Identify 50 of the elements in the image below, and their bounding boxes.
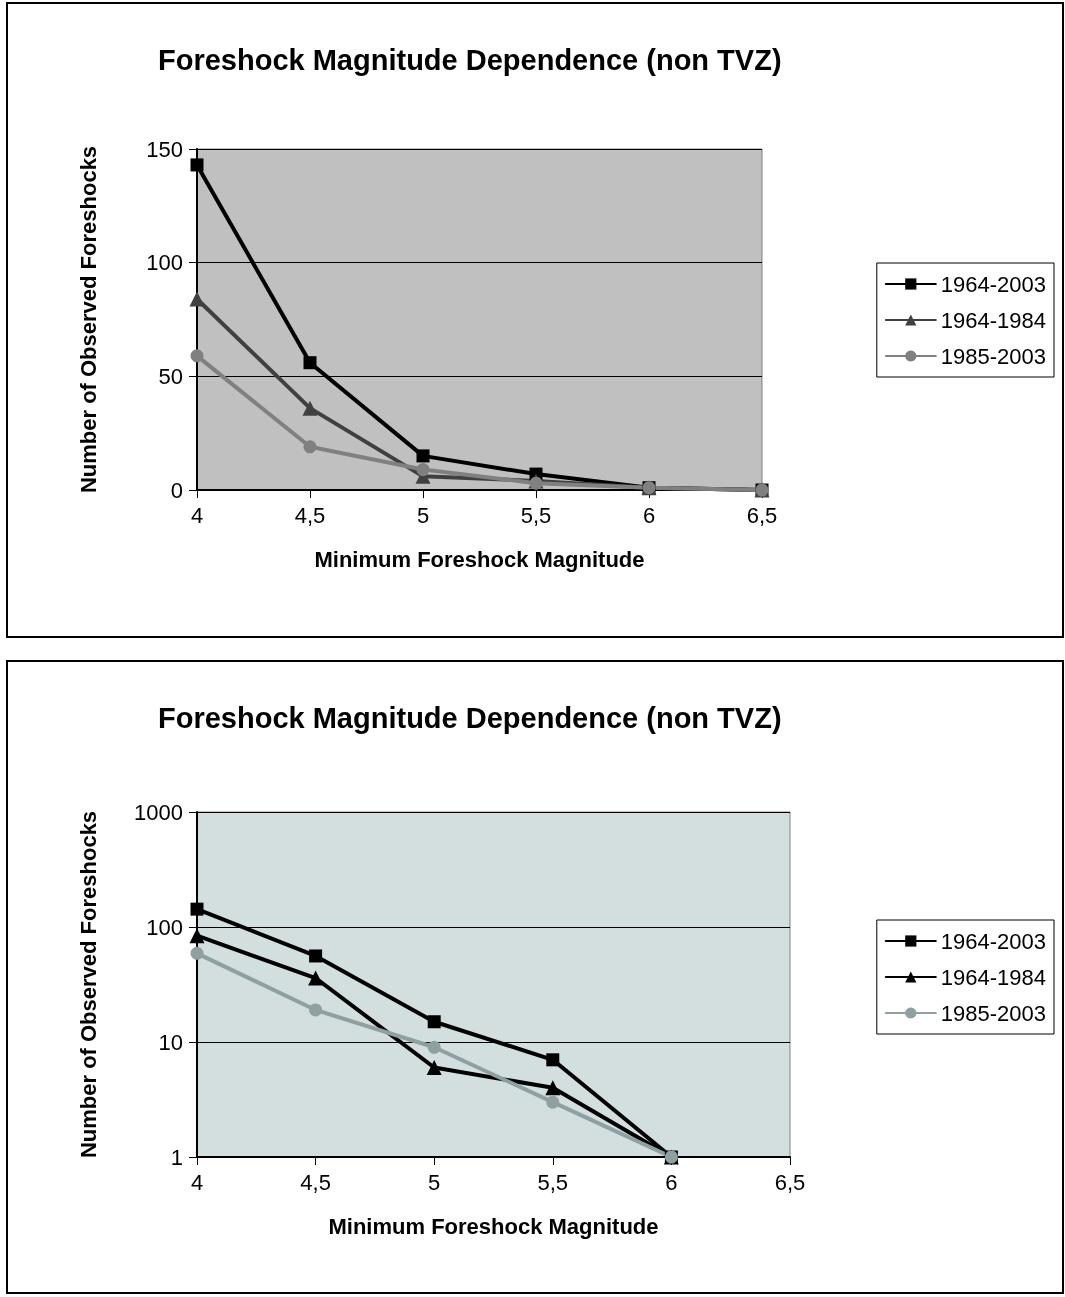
y-axis-title: Number of Observed Foreshocks: [75, 810, 101, 1159]
legend-label: 1985-2003: [940, 343, 1047, 369]
point: [416, 463, 430, 477]
point: [546, 1053, 560, 1067]
y-tick-label: 50: [158, 363, 183, 389]
y-axis-title: Number of Observed Foreshocks: [75, 145, 101, 494]
legend-label: 1964-2003: [940, 928, 1047, 954]
x-tick-label: 6,5: [774, 1169, 806, 1195]
y-tick-label: 10: [158, 1029, 183, 1055]
point: [303, 356, 317, 370]
point: [309, 949, 323, 963]
point: [546, 1095, 560, 1109]
point: [190, 946, 204, 960]
y-tick-label: 1000: [134, 799, 183, 825]
point: [303, 440, 317, 454]
point: [190, 902, 204, 916]
point: [427, 1015, 441, 1029]
y-tick-label: 1: [170, 1144, 183, 1170]
legend-label: 1964-2003: [940, 271, 1047, 297]
x-tick-label: 4,5: [300, 1169, 331, 1195]
x-tick-label: 6: [642, 502, 656, 528]
y-tick-label: 150: [146, 136, 183, 162]
point: [545, 1080, 561, 1096]
legend-label: 1964-1984: [940, 307, 1047, 333]
x-tick-label: 5: [428, 1169, 441, 1195]
point: [302, 400, 318, 416]
x-axis-title: Minimum Foreshock Magnitude: [314, 546, 645, 572]
x-tick-label: 4: [190, 1169, 204, 1195]
x-tick-label: 4,5: [294, 502, 326, 528]
x-tick-label: 5: [416, 502, 430, 528]
y-tick-label: 100: [146, 914, 183, 940]
x-tick-label: 6,5: [746, 502, 778, 528]
y-tick-label: 100: [146, 250, 183, 276]
legend-label: 1964-1984: [940, 964, 1047, 990]
x-tick-label: 6: [665, 1169, 678, 1195]
point: [426, 1060, 442, 1076]
y-tick-label: 0: [170, 477, 183, 503]
chart-title: Foreshock Magnitude Dependence (non TVZ): [158, 43, 782, 76]
point: [309, 1003, 323, 1017]
point: [190, 158, 204, 172]
x-tick-label: 4: [190, 502, 204, 528]
legend-label: 1985-2003: [940, 1000, 1047, 1026]
x-axis-title: Minimum Foreshock Magnitude: [328, 1213, 659, 1239]
point: [427, 1040, 441, 1054]
x-tick-label: 5,5: [520, 502, 552, 528]
chart-title: Foreshock Magnitude Dependence (non TVZ): [158, 701, 782, 734]
point: [308, 970, 324, 986]
point: [416, 449, 430, 463]
x-tick-label: 5,5: [537, 1169, 569, 1195]
point: [190, 349, 204, 363]
